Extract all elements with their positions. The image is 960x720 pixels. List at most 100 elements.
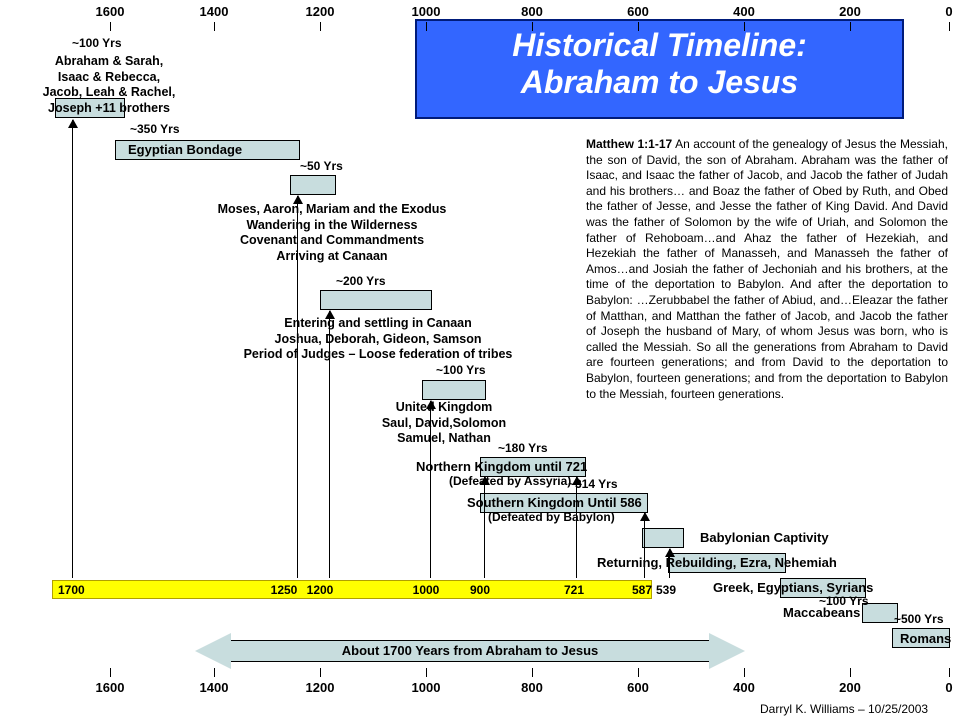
bottom-tick-0 (110, 668, 111, 677)
wilderness-desc-line-0: Moses, Aaron, Mariam and the Exodus (182, 202, 482, 218)
arr-patriarchs (72, 120, 73, 578)
top-tick-label-8: 0 (945, 4, 952, 19)
top-tick-7 (850, 22, 851, 31)
title-line1: Historical Timeline: (417, 27, 902, 64)
judges-desc: Entering and settling in CanaanJoshua, D… (208, 316, 548, 363)
yellow-tick-7: 539 (656, 583, 676, 597)
title-line2: Abraham to Jesus (417, 64, 902, 101)
bottom-tick-8 (949, 668, 950, 677)
wilderness-desc-line-3: Arriving at Canaan (182, 249, 482, 265)
patriarchs-desc-line-2: Jacob, Leah & Rachel, (14, 85, 204, 101)
patriarchs-desc: Abraham & Sarah,Isaac & Rebecca,Jacob, L… (14, 54, 204, 117)
bar-duration-egypt: ~350 Yrs (130, 122, 180, 136)
wilderness-desc: Moses, Aaron, Mariam and the ExodusWande… (182, 202, 482, 265)
top-tick-label-7: 200 (839, 4, 861, 19)
span-arrow-label: About 1700 Years from Abraham to Jesus (231, 643, 709, 658)
bottom-tick-label-6: 400 (733, 680, 755, 695)
top-tick-0 (110, 22, 111, 31)
bottom-tick-3 (426, 668, 427, 677)
top-tick-label-1: 1400 (200, 4, 229, 19)
bottom-tick-label-2: 1200 (306, 680, 335, 695)
judges-desc-line-1: Joshua, Deborah, Gideon, Samson (208, 332, 548, 348)
bar-duration-judges: ~200 Yrs (336, 274, 386, 288)
top-tick-8 (949, 22, 950, 31)
scripture-ref: Matthew 1:1-17 (586, 137, 672, 151)
bottom-tick-5 (638, 668, 639, 677)
patriarchs-desc-line-1: Isaac & Rebecca, (14, 70, 204, 86)
bar-united (422, 380, 486, 400)
bar-duration-maccabeans: ~100 Yrs (819, 594, 869, 608)
top-tick-2 (320, 22, 321, 31)
bar-duration-wilderness: ~50 Yrs (300, 159, 343, 173)
top-tick-4 (532, 22, 533, 31)
bottom-tick-4 (532, 668, 533, 677)
top-tick-label-0: 1600 (96, 4, 125, 19)
bottom-tick-label-4: 800 (521, 680, 543, 695)
yellow-tick-5: 721 (564, 583, 584, 597)
patriarchs-desc-line-3: Joseph +11 brothers (14, 101, 204, 117)
arr-exodus (297, 196, 298, 578)
top-tick-label-4: 800 (521, 4, 543, 19)
scripture-block: Matthew 1:1-17 An account of the genealo… (586, 137, 948, 402)
bar-label-greek: Greek, Egyptians, Syrians (713, 580, 873, 595)
top-tick-5 (638, 22, 639, 31)
bottom-tick-1 (214, 668, 215, 677)
wilderness-desc-line-2: Covenant and Commandments (182, 233, 482, 249)
arr-united (430, 401, 431, 578)
title-box: Historical Timeline:Abraham to Jesus (415, 19, 904, 119)
bar-babylon-cap (642, 528, 684, 548)
united-desc-line-0: United Kingdom (344, 400, 544, 416)
bar-label-babylon-cap: Babylonian Captivity (700, 530, 829, 545)
bottom-tick-label-3: 1000 (412, 680, 441, 695)
top-tick-3 (426, 22, 427, 31)
northern-sub: (Defeated by Assyria) (449, 474, 571, 488)
top-tick-1 (214, 22, 215, 31)
yellow-tick-0: 1700 (58, 583, 85, 597)
arr-assyria (576, 477, 577, 578)
southern-sub: (Defeated by Babylon) (488, 510, 615, 524)
yellow-tick-3: 1000 (413, 583, 440, 597)
bar-duration-patriarchs: ~100 Yrs (72, 36, 122, 50)
top-tick-label-2: 1200 (306, 4, 335, 19)
bar-judges (320, 290, 432, 310)
wilderness-desc-line-1: Wandering in the Wilderness (182, 218, 482, 234)
timeline-stage: Historical Timeline:Abraham to Jesus 1600… (0, 0, 960, 720)
bottom-tick-2 (320, 668, 321, 677)
yellow-bar (52, 580, 652, 599)
credit-line: Darryl K. Williams – 10/25/2003 (760, 702, 928, 716)
top-tick-6 (744, 22, 745, 31)
patriarchs-desc-line-0: Abraham & Sarah, (14, 54, 204, 70)
arr-return (669, 549, 670, 578)
bottom-tick-label-8: 0 (945, 680, 952, 695)
bar-label-return: Returning, Rebuilding, Ezra, Nehemiah (597, 555, 837, 570)
united-desc-line-1: Saul, David,Solomon (344, 416, 544, 432)
united-desc: United KingdomSaul, David,SolomonSamuel,… (344, 400, 544, 447)
yellow-tick-1: 1250 (271, 583, 298, 597)
bar-label-romans: Romans (900, 631, 951, 646)
bar-label-southern: Southern Kingdom Until 586 (467, 495, 642, 510)
bar-label-egypt: Egyptian Bondage (128, 142, 242, 157)
top-tick-label-3: 1000 (412, 4, 441, 19)
arr-babylon (644, 513, 645, 578)
span-arrow: About 1700 Years from Abraham to Jesus (230, 640, 710, 662)
judges-desc-line-0: Entering and settling in Canaan (208, 316, 548, 332)
united-desc-line-2: Samuel, Nathan (344, 431, 544, 447)
bottom-tick-label-1: 1400 (200, 680, 229, 695)
judges-desc-line-2: Period of Judges – Loose federation of t… (208, 347, 548, 363)
bottom-tick-label-5: 600 (627, 680, 649, 695)
bar-duration-united: ~100 Yrs (436, 363, 486, 377)
top-tick-label-5: 600 (627, 4, 649, 19)
yellow-tick-6: 587 (632, 583, 652, 597)
bar-label-northern: Northern Kingdom until 721 (416, 459, 587, 474)
arr-canaan (329, 311, 330, 578)
bottom-tick-7 (850, 668, 851, 677)
bar-duration-romans: ~500 Yrs (894, 612, 944, 626)
yellow-tick-4: 900 (470, 583, 490, 597)
bottom-tick-label-0: 1600 (96, 680, 125, 695)
bar-wilderness (290, 175, 336, 195)
top-tick-label-6: 400 (733, 4, 755, 19)
bottom-tick-6 (744, 668, 745, 677)
arr-split (484, 477, 485, 578)
scripture-text: An account of the genealogy of Jesus the… (586, 137, 948, 401)
bottom-tick-label-7: 200 (839, 680, 861, 695)
